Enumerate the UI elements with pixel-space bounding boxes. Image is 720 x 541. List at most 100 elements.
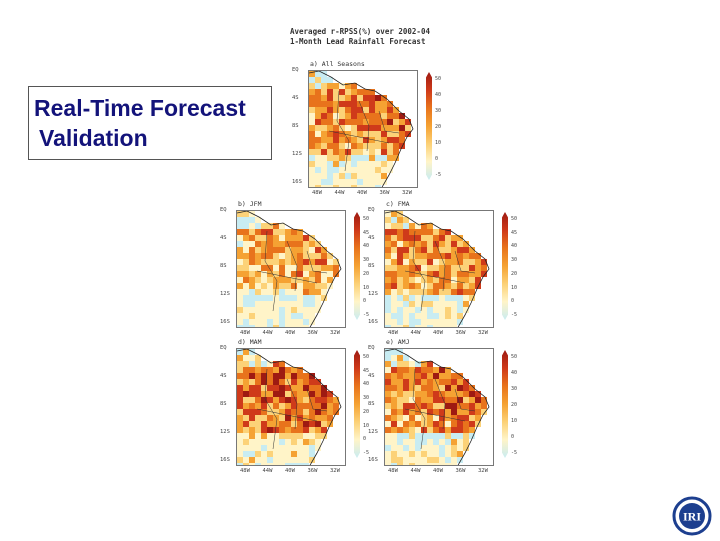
heatmap-cell <box>243 391 249 397</box>
heatmap-cell <box>475 409 481 415</box>
heatmap-cell <box>297 325 303 327</box>
heatmap-cell <box>451 313 457 319</box>
heatmap-cell <box>243 223 249 229</box>
heatmap-cell <box>267 409 273 415</box>
colorbar-tick-label: -5 <box>435 172 442 178</box>
heatmap-cell <box>285 427 291 433</box>
heatmap-cell <box>279 403 285 409</box>
heatmap-cell <box>237 421 243 427</box>
heatmap-cell <box>309 421 315 427</box>
heatmap-cell <box>385 397 391 403</box>
heatmap-cell <box>403 301 409 307</box>
heatmap-cell <box>273 229 279 235</box>
heatmap-cell <box>433 235 439 241</box>
heatmap-cell <box>427 301 433 307</box>
heatmap-cell <box>421 361 427 367</box>
heatmap-cell <box>409 427 415 433</box>
heatmap-cell <box>381 137 387 143</box>
heatmap-cell <box>433 427 439 433</box>
heatmap-cell <box>267 265 273 271</box>
colorbar-tick-label: 0 <box>511 434 515 440</box>
heatmap-cell <box>369 119 375 125</box>
heatmap-cell <box>445 421 451 427</box>
heatmap-cell <box>291 277 297 283</box>
heatmap-cell <box>303 391 309 397</box>
heatmap-cell <box>309 161 315 167</box>
heatmap-cell <box>403 367 409 373</box>
heatmap-cell <box>249 265 255 271</box>
heatmap-cell <box>243 229 249 235</box>
heatmap-cell <box>397 253 403 259</box>
heatmap-cell <box>327 83 333 89</box>
heatmap-cell <box>267 403 273 409</box>
heatmap-cell <box>285 277 291 283</box>
heatmap-cell <box>339 173 345 179</box>
heatmap-cell <box>391 307 397 313</box>
heatmap-cell <box>267 253 273 259</box>
heatmap-cell <box>315 283 321 289</box>
heatmap-cell <box>387 155 393 161</box>
heatmap-cell <box>309 385 315 391</box>
heatmap-cell <box>391 247 397 253</box>
heatmap-cell <box>237 307 243 313</box>
heatmap-cell <box>381 95 387 101</box>
heatmap-cell <box>451 445 457 451</box>
heatmap-cell <box>243 379 249 385</box>
heatmap-cell <box>403 325 409 327</box>
heatmap-cell <box>327 265 333 271</box>
heatmap-cell <box>315 247 321 253</box>
heatmap-cell <box>405 125 411 131</box>
heatmap-cell <box>237 427 243 433</box>
heatmap-cell <box>457 439 463 445</box>
heatmap-cell <box>327 253 333 259</box>
x-tick-label: 32W <box>478 330 488 336</box>
heatmap-cell <box>255 277 261 283</box>
heatmap-cell <box>403 355 409 361</box>
heatmap-cell <box>309 185 315 187</box>
heatmap-cell <box>415 223 421 229</box>
heatmap-cell <box>427 445 433 451</box>
heatmap-cell <box>421 457 427 463</box>
heatmap-cell <box>387 149 393 155</box>
heatmap-cell <box>381 113 387 119</box>
heatmap-cell <box>391 397 397 403</box>
heatmap-cell <box>339 179 345 185</box>
heatmap-cell <box>321 253 327 259</box>
heatmap-cell <box>273 427 279 433</box>
heatmap-cell <box>397 295 403 301</box>
heatmap-cell <box>249 289 255 295</box>
heatmap-cell <box>397 223 403 229</box>
heatmap-cell <box>291 403 297 409</box>
heatmap-cell <box>433 385 439 391</box>
heatmap-cell <box>463 253 469 259</box>
heatmap-cell <box>409 277 415 283</box>
heatmap-cell <box>249 277 255 283</box>
heatmap-cell <box>321 433 327 439</box>
heatmap-cell <box>327 155 333 161</box>
heatmap-cell <box>297 427 303 433</box>
heatmap-cell <box>249 211 255 217</box>
heatmap-cell <box>279 391 285 397</box>
colorbar-tick-label: 40 <box>363 243 370 250</box>
state-border <box>256 408 318 422</box>
heatmap-cell <box>273 463 279 465</box>
heatmap-cell <box>339 185 345 187</box>
heatmap-cell <box>381 161 387 167</box>
heatmap-cell <box>433 265 439 271</box>
heatmap-cell <box>303 421 309 427</box>
heatmap-cell <box>339 113 345 119</box>
heatmap-cell <box>267 427 273 433</box>
heatmap-cell <box>439 391 445 397</box>
heatmap-cell <box>457 385 463 391</box>
heatmap-cell <box>391 427 397 433</box>
heatmap-cell <box>433 463 439 465</box>
heatmap-cell <box>321 409 327 415</box>
heatmap-cell <box>457 451 463 457</box>
heatmap-cell <box>397 325 403 327</box>
heatmap-cell <box>237 373 243 379</box>
heatmap-cell <box>243 355 249 361</box>
heatmap-cell <box>415 277 421 283</box>
heatmap-cell <box>273 457 279 463</box>
heatmap-cell <box>375 101 381 107</box>
heatmap-cell <box>309 301 315 307</box>
